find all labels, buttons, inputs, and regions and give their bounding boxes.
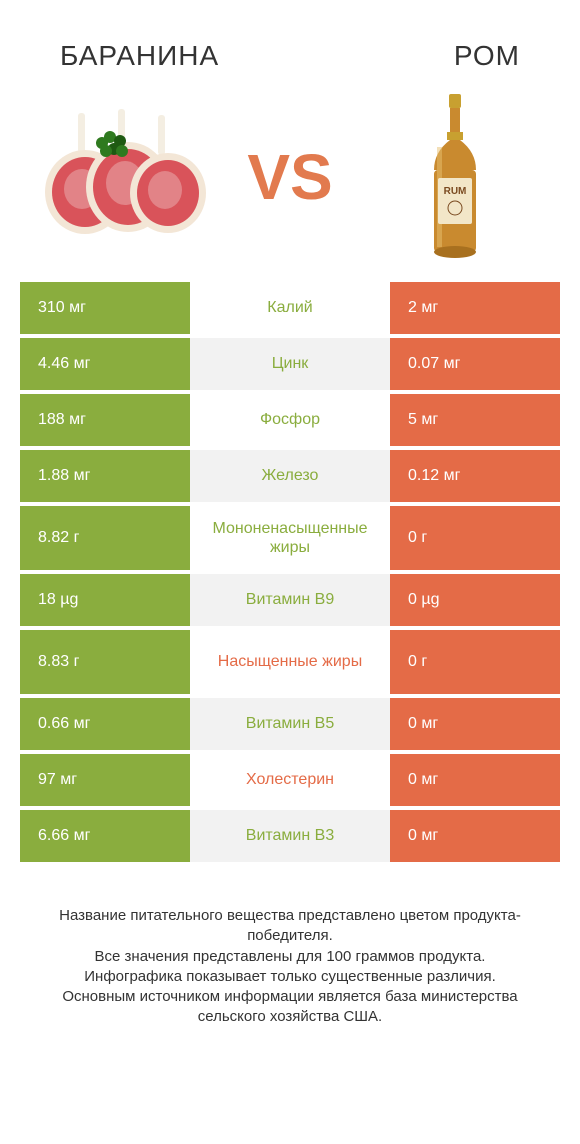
left-value-cell: 18 µg (20, 574, 190, 626)
right-value-cell: 0 г (390, 506, 560, 570)
bottle-label-text: RUM (444, 186, 467, 197)
left-value-cell: 1.88 мг (20, 450, 190, 502)
nutrient-label-cell: Насыщенные жиры (190, 630, 390, 694)
left-value-cell: 4.46 мг (20, 338, 190, 390)
table-row: 310 мгКалий2 мг (20, 282, 560, 334)
lamb-icon (40, 107, 210, 247)
table-row: 6.66 мгВитамин B30 мг (20, 810, 560, 862)
footnote: Название питательного вещества представл… (0, 866, 580, 1028)
table-row: 188 мгФосфор5 мг (20, 394, 560, 446)
footnote-line: Инфографика показывает только существенн… (84, 968, 496, 985)
right-value-cell: 0 µg (390, 574, 560, 626)
nutrient-label-cell: Витамин B3 (190, 810, 390, 862)
nutrient-label-cell: Фосфор (190, 394, 390, 446)
right-value-cell: 2 мг (390, 282, 560, 334)
right-value-cell: 5 мг (390, 394, 560, 446)
right-value-cell: 0.07 мг (390, 338, 560, 390)
table-row: 4.46 мгЦинк0.07 мг (20, 338, 560, 390)
footnote-line: Все значения представлены для 100 граммо… (95, 948, 486, 965)
nutrient-label-cell: Цинк (190, 338, 390, 390)
left-value-cell: 97 мг (20, 754, 190, 806)
versus-row: VS RUM (0, 92, 580, 282)
right-value-cell: 0.12 мг (390, 450, 560, 502)
table-row: 97 мгХолестерин0 мг (20, 754, 560, 806)
right-value-cell: 0 мг (390, 754, 560, 806)
left-value-cell: 188 мг (20, 394, 190, 446)
nutrient-table: 310 мгКалий2 мг4.46 мгЦинк0.07 мг188 мгФ… (20, 282, 560, 862)
right-product-title: РОМ (454, 40, 520, 72)
nutrient-label-cell: Витамин B5 (190, 698, 390, 750)
table-row: 0.66 мгВитамин B50 мг (20, 698, 560, 750)
header: БАРАНИНА РОМ (0, 0, 580, 92)
vs-label: VS (247, 140, 332, 214)
right-value-cell: 0 мг (390, 698, 560, 750)
left-product-image (40, 102, 210, 252)
left-value-cell: 8.83 г (20, 630, 190, 694)
left-product-title: БАРАНИНА (60, 40, 219, 72)
right-value-cell: 0 мг (390, 810, 560, 862)
nutrient-label-cell: Железо (190, 450, 390, 502)
table-row: 18 µgВитамин B90 µg (20, 574, 560, 626)
table-row: 8.82 гМононенасыщенные жиры0 г (20, 506, 560, 570)
rum-bottle-icon: RUM (420, 92, 490, 262)
right-value-cell: 0 г (390, 630, 560, 694)
nutrient-label-cell: Холестерин (190, 754, 390, 806)
footnote-line: Основным источником информации является … (62, 988, 517, 1025)
footnote-line: Название питательного вещества представл… (59, 907, 521, 944)
table-row: 1.88 мгЖелезо0.12 мг (20, 450, 560, 502)
left-value-cell: 0.66 мг (20, 698, 190, 750)
nutrient-label-cell: Калий (190, 282, 390, 334)
table-row: 8.83 гНасыщенные жиры0 г (20, 630, 560, 694)
right-product-image: RUM (370, 102, 540, 252)
nutrient-label-cell: Мононенасыщенные жиры (190, 506, 390, 570)
left-value-cell: 6.66 мг (20, 810, 190, 862)
nutrient-label-cell: Витамин B9 (190, 574, 390, 626)
left-value-cell: 310 мг (20, 282, 190, 334)
left-value-cell: 8.82 г (20, 506, 190, 570)
